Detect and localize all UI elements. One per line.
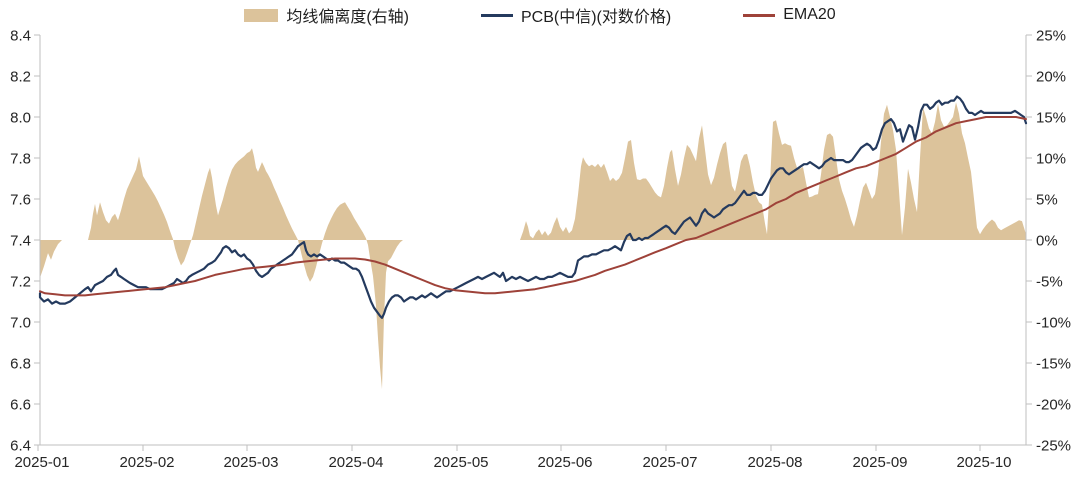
y-axis-right-label: 25% [1036, 27, 1066, 44]
x-axis-label: 2025-07 [642, 454, 697, 471]
y-axis-left-label: 7.2 [10, 273, 31, 290]
y-axis-right-label: -20% [1036, 396, 1071, 413]
y-axis-left-label: 6.4 [10, 437, 31, 454]
y-axis-left-label: 6.6 [10, 396, 31, 413]
x-axis-label: 2025-06 [537, 454, 592, 471]
y-axis-left-label: 8.4 [10, 27, 31, 44]
ema-line-series [39, 116, 1027, 297]
y-axis-left-label: 8.2 [10, 68, 31, 85]
y-axis-left-label: 7.0 [10, 314, 31, 331]
line-swatch-icon-price [480, 13, 513, 17]
chart-legend: 均线偏离度(右轴) PCB(中信)(对数价格) EMA20 [0, 2, 1080, 28]
area-swatch-icon [244, 8, 279, 22]
legend-item-price: PCB(中信)(对数价格) [480, 3, 672, 27]
y-axis-right-label: 5% [1036, 191, 1058, 208]
x-axis-label: 2025-01 [14, 454, 69, 471]
y-axis-left-label: 7.6 [10, 191, 31, 208]
x-axis-label: 2025-10 [956, 454, 1011, 471]
deviation-area-series [40, 102, 1026, 390]
y-axis-right-label: -15% [1036, 355, 1071, 372]
y-axis-right-label: -5% [1036, 273, 1063, 290]
y-axis-right-label: 15% [1036, 109, 1066, 126]
legend-item-ema: EMA20 [743, 6, 836, 24]
x-axis-label: 2025-04 [328, 454, 383, 471]
x-axis-label: 2025-05 [433, 454, 488, 471]
y-axis-right-label: -10% [1036, 314, 1071, 331]
price-line-series [38, 95, 1028, 319]
x-axis-label: 2025-08 [747, 454, 802, 471]
y-axis-left-label: 7.8 [10, 150, 31, 167]
y-axis-right-label: 10% [1036, 150, 1066, 167]
line-swatch-icon-ema [743, 13, 776, 17]
y-axis-right-label: 0% [1036, 232, 1058, 249]
legend-item-deviation: 均线偏离度(右轴) [244, 3, 409, 27]
y-axis-left-label: 6.8 [10, 355, 31, 372]
x-axis-label: 2025-03 [223, 454, 278, 471]
y-axis-right-label: 20% [1036, 68, 1066, 85]
y-axis-right-label: -25% [1036, 437, 1071, 454]
legend-label-price: PCB(中信)(对数价格) [520, 9, 672, 26]
y-axis-left-label: 8.0 [10, 109, 31, 126]
y-axis-left-label: 7.4 [10, 232, 31, 249]
x-axis-label: 2025-09 [852, 454, 907, 471]
legend-label-ema: EMA20 [783, 6, 836, 23]
x-axis-label: 2025-02 [119, 454, 174, 471]
legend-label-deviation: 均线偏离度(右轴) [286, 9, 409, 26]
